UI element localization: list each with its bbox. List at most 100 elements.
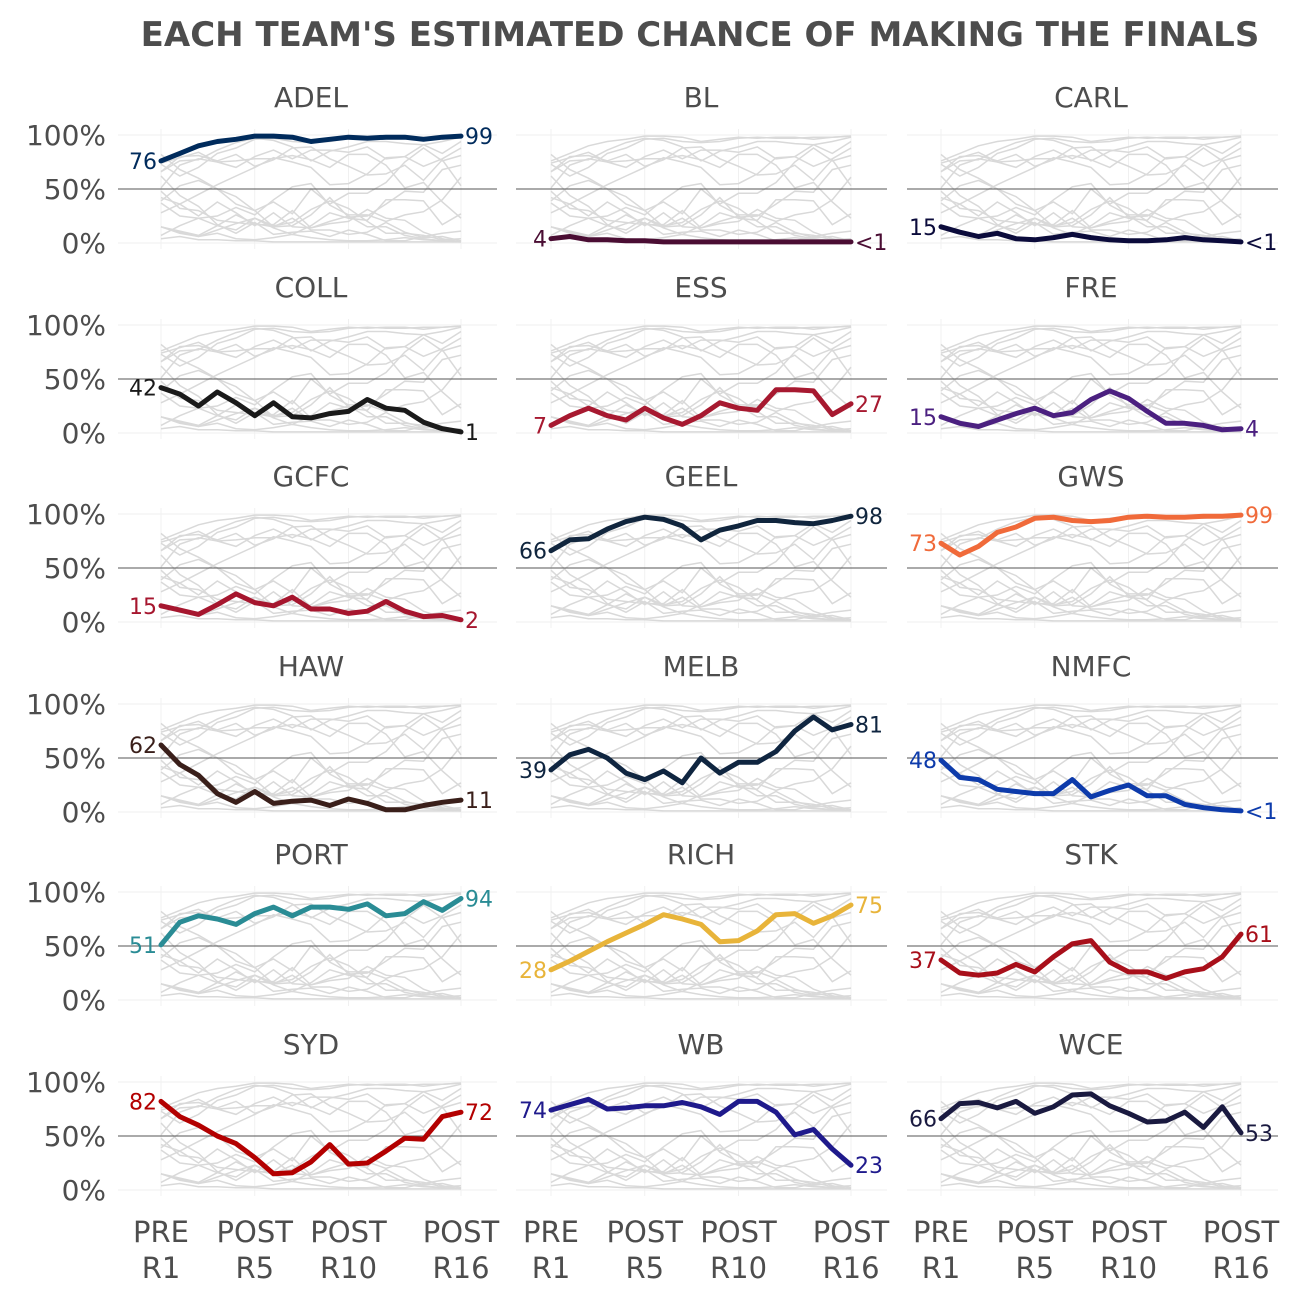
panel-adel: ADEL 76 99 0% 50% 100% <box>26 81 497 260</box>
background-line-ess <box>160 956 462 994</box>
background-line-haw <box>550 744 852 811</box>
background-line-rich <box>550 337 852 404</box>
end-label: 27 <box>855 393 883 418</box>
background-line-ess <box>550 578 852 616</box>
start-label: 4 <box>533 228 547 253</box>
background-line-rich <box>940 1094 1242 1161</box>
background-line-wce <box>550 336 852 377</box>
panel-coll: COLL 42 1 0% 50% 100% <box>26 271 497 450</box>
start-label: 28 <box>519 959 547 984</box>
background-line-gcfc <box>940 971 1242 999</box>
y-tick-label: 50% <box>44 552 106 585</box>
background-line-carl <box>940 1173 1242 1190</box>
background-line-syd <box>550 532 852 607</box>
background-line-gcfc <box>160 971 462 999</box>
background-line-wce <box>550 146 852 187</box>
end-label: 61 <box>1245 923 1273 948</box>
background-line-wce <box>550 715 852 756</box>
background-line-geel <box>160 893 462 930</box>
background-line-bl <box>940 1182 1241 1190</box>
background-line-wce <box>550 525 852 566</box>
background-line-syd <box>940 910 1242 985</box>
start-label: 39 <box>519 759 547 784</box>
start-label: 37 <box>909 949 937 974</box>
background-line-gcfc <box>940 593 1242 621</box>
end-label: 4 <box>1245 418 1259 443</box>
background-line-wce <box>160 336 462 377</box>
background-line-bl <box>550 992 851 1000</box>
background-line-geel <box>160 515 462 552</box>
background-line-stk <box>550 366 852 413</box>
background-line-bl <box>160 1182 461 1190</box>
background-line-haw <box>160 175 462 242</box>
panel-title: CARL <box>1054 81 1128 114</box>
series-line-coll <box>158 385 464 435</box>
y-tick-label: 50% <box>44 363 106 396</box>
panel-ess: ESS 7 27 <box>516 271 887 439</box>
panel-gws: GWS 73 99 <box>907 460 1278 628</box>
background-line-syd <box>160 910 462 985</box>
x-tick-label: POST R10 <box>310 1215 387 1285</box>
y-tick-label: 0% <box>62 796 106 829</box>
background-line-geel <box>160 136 462 173</box>
background-line-syd <box>550 343 852 418</box>
background-line-carl <box>160 1173 462 1190</box>
background-line-stk <box>160 933 462 980</box>
start-label: 82 <box>129 1090 157 1115</box>
end-label: <1 <box>855 231 887 256</box>
background-line-geel <box>550 326 852 363</box>
background-line-ess <box>160 1146 462 1184</box>
background-line-wce <box>550 903 852 944</box>
series-line-adel <box>158 133 464 164</box>
background-line-gcfc <box>550 783 852 811</box>
background-line-stk <box>160 366 462 413</box>
y-tick-label: 100% <box>26 498 106 531</box>
background-line-fre <box>160 769 462 810</box>
y-tick-label: 0% <box>62 227 106 260</box>
background-line-rich <box>160 147 462 214</box>
y-tick-label: 100% <box>26 688 106 721</box>
background-line-stk <box>160 176 462 223</box>
panel-stk: STK 37 61 <box>907 838 1278 1006</box>
background-line-carl <box>550 226 852 243</box>
background-line-rich <box>160 337 462 404</box>
background-line-gcfc <box>160 1161 462 1189</box>
background-line-bl <box>940 992 1241 1000</box>
end-label: 72 <box>465 1101 493 1126</box>
series-line-wce <box>938 1091 1244 1136</box>
background-line-gcfc <box>940 214 1242 242</box>
background-line-bl <box>550 614 851 622</box>
background-line-stk <box>550 933 852 980</box>
series-line-wb <box>548 1096 854 1168</box>
y-tick-label: 0% <box>62 984 106 1017</box>
background-line-geel <box>940 893 1242 930</box>
end-label: 2 <box>465 609 479 634</box>
panel-gcfc: GCFC 15 2 0% 50% 100% <box>26 460 497 639</box>
background-line-carl <box>940 605 1242 622</box>
background-line-bl <box>940 614 1241 622</box>
series-line-nmfc <box>938 757 1244 814</box>
panel-title: WB <box>678 1028 725 1061</box>
background-line-haw <box>550 1122 852 1189</box>
background-line-bl <box>550 1182 851 1190</box>
panel-title: GWS <box>1057 460 1124 493</box>
background-line-bl <box>940 425 1241 433</box>
background-line-port <box>160 330 462 379</box>
background-line-bl <box>940 804 1241 812</box>
background-line-fre <box>160 390 462 431</box>
panel-title: GCFC <box>273 460 350 493</box>
series-line-gws <box>938 512 1244 558</box>
background-line-wce <box>160 146 462 187</box>
series-line-geel <box>548 513 854 554</box>
background-line-bl <box>160 614 461 622</box>
panel-title: HAW <box>278 650 344 683</box>
panel-title: COLL <box>275 271 348 304</box>
background-line-carl <box>550 605 852 622</box>
background-line-haw <box>940 1122 1242 1189</box>
background-line-syd <box>160 532 462 607</box>
end-label: 99 <box>1245 504 1273 529</box>
background-line-rich <box>940 147 1242 214</box>
